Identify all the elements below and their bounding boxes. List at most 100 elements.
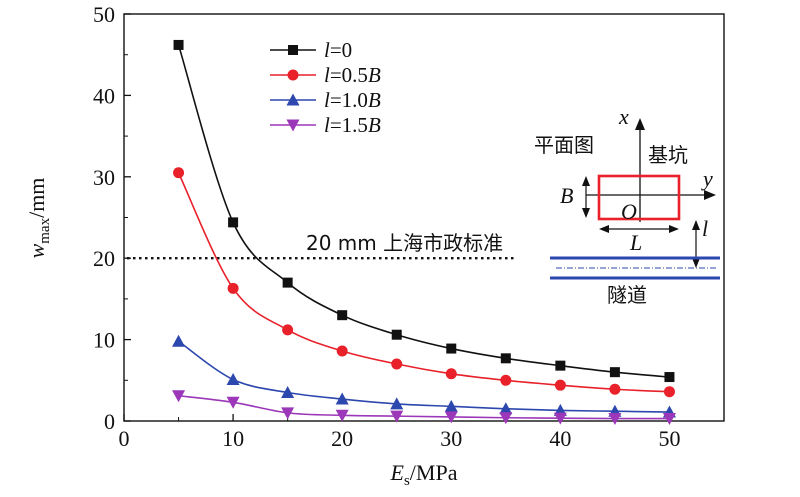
data-point bbox=[444, 411, 458, 424]
data-point bbox=[226, 396, 240, 409]
data-point bbox=[282, 324, 294, 336]
legend-label-unit: B bbox=[368, 113, 381, 137]
inset-diagram: 平面图 基坑 隧道 x y O B L l bbox=[534, 104, 720, 307]
y-tick-label: 40 bbox=[93, 83, 115, 108]
series-group bbox=[172, 39, 676, 426]
legend-label-var: l bbox=[324, 113, 330, 137]
data-point bbox=[173, 167, 185, 179]
data-point bbox=[553, 412, 567, 425]
data-point bbox=[281, 407, 295, 420]
series-line bbox=[178, 394, 670, 420]
data-point bbox=[445, 368, 457, 380]
series-0 bbox=[173, 39, 675, 383]
inset-distance-label: l bbox=[702, 216, 708, 241]
inset-distance-arrow-bottom-icon bbox=[692, 258, 700, 268]
x-tick-label: 20 bbox=[331, 426, 353, 451]
legend-item: l=0.5B bbox=[270, 63, 381, 87]
data-point bbox=[173, 39, 184, 50]
data-point bbox=[335, 409, 349, 422]
x-tick-label: 40 bbox=[549, 426, 571, 451]
data-point bbox=[335, 392, 349, 405]
y-axis-label-sub: max bbox=[37, 217, 53, 243]
inset-distance-arrow-top-icon bbox=[692, 220, 700, 230]
data-point bbox=[390, 410, 404, 423]
legend-marker bbox=[286, 93, 300, 106]
data-point bbox=[228, 217, 239, 228]
data-point bbox=[662, 413, 676, 426]
legend-label-eq: =0 bbox=[330, 38, 352, 62]
legend-item: l=1.0B bbox=[270, 88, 381, 112]
inset-width-arrow-bottom-icon bbox=[582, 208, 590, 218]
legend-label-eq: =1.0 bbox=[330, 88, 368, 112]
legend-item: l=1.5B bbox=[270, 113, 381, 137]
inset-length-label: L bbox=[629, 230, 642, 255]
inset-y-axis-label: y bbox=[701, 166, 713, 191]
y-tick-label: 10 bbox=[93, 328, 115, 353]
data-point bbox=[609, 383, 621, 395]
reference-line-label: 20 mm 上海市政标准 bbox=[306, 231, 503, 255]
legend-label-var: l bbox=[324, 63, 330, 87]
y-tick-label: 50 bbox=[93, 2, 115, 27]
inset-width-label: B bbox=[560, 183, 573, 208]
data-point bbox=[500, 353, 511, 364]
x-tick-label: 10 bbox=[222, 426, 244, 451]
series-line bbox=[177, 172, 670, 393]
x-tick-label: 0 bbox=[119, 426, 130, 451]
inset-width-arrow-top-icon bbox=[582, 176, 590, 186]
legend: l=0l=0.5Bl=1.0Bl=1.5B bbox=[270, 38, 381, 137]
y-axis-label-unit: /mm bbox=[24, 178, 49, 218]
data-point bbox=[391, 358, 403, 370]
legend-label-var: l bbox=[324, 88, 330, 112]
legend-label-unit: B bbox=[368, 88, 381, 112]
y-axis-label-main: w bbox=[24, 243, 49, 258]
data-point bbox=[555, 360, 566, 371]
data-point bbox=[446, 343, 457, 354]
inset-y-arrow-icon bbox=[704, 190, 716, 200]
x-axis-label: Es/MPa bbox=[390, 460, 458, 489]
inset-pit-rectangle bbox=[597, 174, 681, 221]
data-point bbox=[172, 390, 186, 403]
inset-length-arrow-right-icon bbox=[669, 225, 679, 233]
series-line bbox=[178, 340, 670, 413]
data-point bbox=[281, 386, 295, 399]
data-point bbox=[444, 399, 458, 412]
data-point bbox=[664, 372, 675, 383]
x-tick-label: 50 bbox=[658, 426, 680, 451]
inset-x-axis-label: x bbox=[618, 104, 629, 129]
legend-label-eq: =1.5 bbox=[330, 113, 368, 137]
series-1 bbox=[173, 167, 675, 398]
legend-marker bbox=[286, 119, 300, 132]
data-point bbox=[499, 412, 513, 425]
x-tick-label: 30 bbox=[440, 426, 462, 451]
legend-label: l=1.5B bbox=[324, 113, 381, 137]
inset-length-arrow-left-icon bbox=[599, 225, 609, 233]
x-axis-ticks: 0 10 20 30 40 50 bbox=[119, 414, 680, 451]
data-point bbox=[499, 402, 513, 415]
legend-label-unit: B bbox=[368, 63, 381, 87]
y-tick-label: 30 bbox=[93, 165, 115, 190]
data-point bbox=[609, 367, 620, 378]
data-point bbox=[172, 334, 186, 347]
x-axis-label-unit: /MPa bbox=[410, 460, 458, 485]
data-point bbox=[663, 386, 675, 398]
data-point bbox=[336, 345, 348, 357]
inset-x-arrow-icon bbox=[635, 118, 645, 130]
inset-origin-label: O bbox=[621, 199, 637, 224]
data-point bbox=[337, 310, 348, 321]
legend-label-eq: =0.5 bbox=[330, 63, 368, 87]
legend-label: l=1.0B bbox=[324, 88, 381, 112]
y-axis-label: wmax/mm bbox=[24, 178, 53, 259]
data-point bbox=[608, 413, 622, 426]
data-point bbox=[226, 372, 240, 385]
legend-item: l=0 bbox=[270, 38, 352, 62]
x-axis-label-main: E bbox=[390, 460, 405, 485]
data-point bbox=[554, 379, 566, 391]
y-tick-label: 20 bbox=[93, 246, 115, 271]
legend-marker bbox=[288, 45, 298, 55]
inset-plan-label: 平面图 bbox=[534, 133, 594, 157]
legend-label-var: l bbox=[324, 38, 330, 62]
legend-label: l=0.5B bbox=[324, 63, 381, 87]
inset-pit-label: 基坑 bbox=[648, 143, 688, 167]
data-point bbox=[390, 397, 404, 410]
